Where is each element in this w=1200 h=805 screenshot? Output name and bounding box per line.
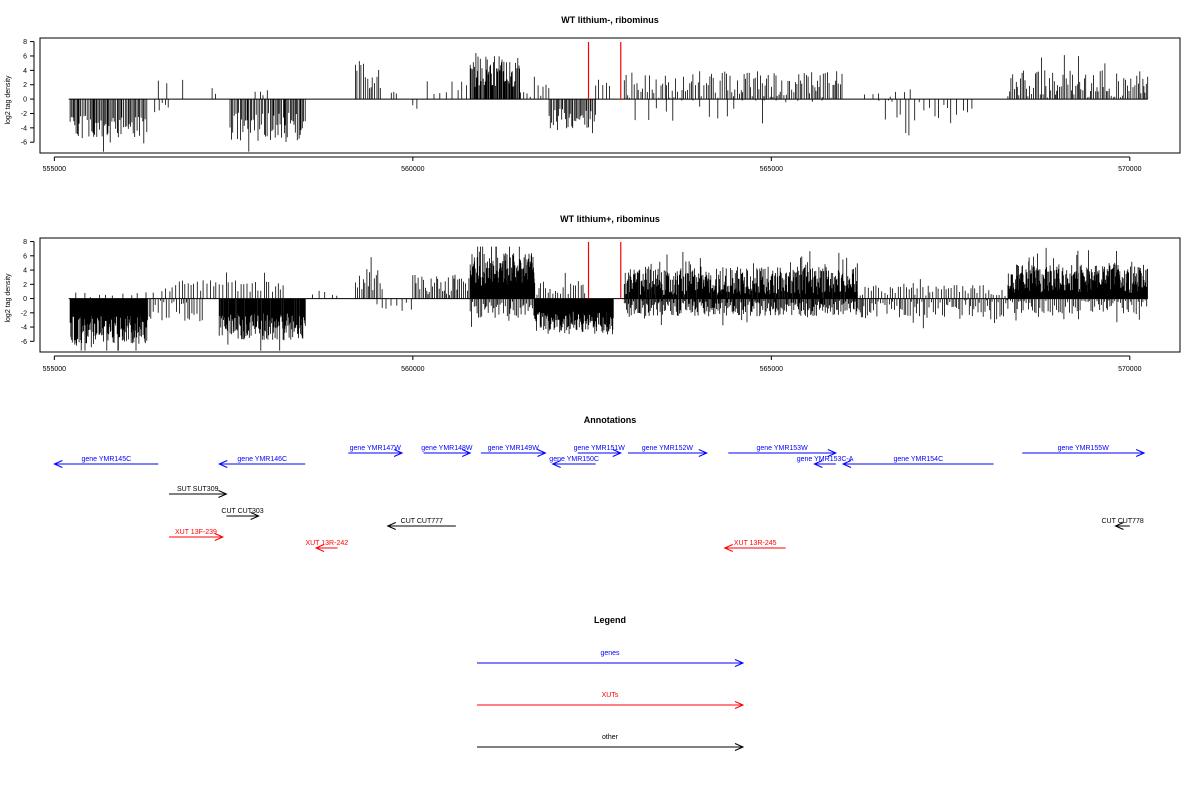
annotation-feature-gene: gene YMR147W [348,445,404,457]
red-markers-lithium-plus [587,242,622,299]
annotation-label: gene YMR155W [1058,445,1110,452]
y-axis-label-lithium-plus: log2 tag density [5,273,12,323]
y-tick-label: 4 [23,68,27,75]
x-tick-label: 565000 [760,166,783,173]
x-tick-label: 565000 [760,366,783,373]
annotation-label: gene YMR149W [488,445,540,452]
annotation-feature-other: SUT SUT309 [169,486,228,498]
y-tick-label: 2 [23,282,27,289]
annotation-label: gene YMR153W [756,445,808,452]
signal-bars-lithium-minus [68,53,1149,152]
annotation-label: CUT CUT777 [401,518,443,525]
annotation-feature-gene: gene YMR153C-A [797,456,854,468]
annotation-feature-xut: XUT 13R-242 [305,540,348,552]
annotation-label: gene YMR145C [81,456,131,463]
annotation-label: CUT CUT303 [221,508,263,515]
x-tick-label: 560000 [401,366,424,373]
annotation-label: gene YMR147W [350,445,402,452]
legend-item-other: other [477,734,745,751]
annotation-label: gene YMR154C [893,456,943,463]
annotation-label: XUT 13F-239 [175,529,217,536]
track-panel-lithium-plus: WT lithium+, ribominus log2 tag density … [5,214,1181,373]
annotation-feature-gene: gene YMR151W [574,445,626,457]
y-tick-label: 6 [23,253,27,260]
y-tick-label: -6 [21,140,27,147]
plot-frame-lithium-minus [39,37,1181,154]
annotation-feature-gene: gene YMR154C [841,456,994,468]
legend-item-gene: genes [477,650,745,667]
y-tick-label: 2 [23,82,27,89]
annotations-panel: Annotations gene YMR145C gene YMR146Cgene… [53,415,1146,552]
annotation-label: gene YMR146C [237,456,287,463]
annotation-feature-xut: XUT 13F-239 [169,529,225,541]
legend-label: genes [600,650,620,657]
y-tick-label: -2 [21,310,27,317]
annotation-feature-gene: gene YMR155W [1022,445,1146,457]
annotation-feature-gene: gene YMR153W [728,445,838,457]
y-tick-label: 6 [23,53,27,60]
legend-items: genes XUTs other [477,650,745,751]
legend-title: Legend [594,615,626,625]
annotation-feature-xut: XUT 13R-245 [723,540,786,552]
annotation-label: gene YMR151W [574,445,626,452]
annotation-label: gene YMR152W [642,445,694,452]
y-tick-label: -4 [21,125,27,132]
annotation-feature-gene: gene YMR148W [421,445,473,457]
plot-frame-lithium-plus [39,237,1181,353]
x-tick-label: 555000 [43,366,66,373]
legend-label: XUTs [602,692,619,699]
annotation-label: XUT 13R-242 [305,540,348,547]
track-panel-lithium-minus: WT lithium-, ribominus log2 tag density … [5,15,1181,173]
annotations-title: Annotations [584,415,637,425]
signal-bar-series [69,246,1148,351]
y-tick-label: 0 [23,97,27,104]
annotation-features: gene YMR145C gene YMR146C gene YMR147W gene… [53,445,1146,552]
annotation-feature-gene: gene YMR145C [53,456,159,468]
y-tick-label: 8 [23,39,27,46]
x-tick-label: 570000 [1118,166,1141,173]
y-tick-label: -6 [21,339,27,346]
y-tick-label: -4 [21,325,27,332]
x-tick-label: 560000 [401,166,424,173]
annotation-label: CUT CUT778 [1102,518,1144,525]
annotation-label: XUT 13R-245 [734,540,777,547]
annotation-feature-other: CUT CUT778 [1102,518,1144,530]
annotation-label: SUT SUT309 [177,486,219,493]
legend-label: other [602,734,619,741]
annotation-label: gene YMR153C-A [797,456,854,463]
annotation-feature-gene: gene YMR146C [217,456,306,468]
y-tick-label: 8 [23,239,27,246]
annotation-feature-other: CUT CUT777 [386,518,456,530]
annotation-feature-other: CUT CUT303 [221,508,264,520]
annotation-label: gene YMR148W [421,445,473,452]
red-markers-lithium-minus [587,42,622,100]
legend-item-xut: XUTs [477,692,745,709]
annotation-feature-gene: gene YMR149W [480,445,547,457]
legend-panel: Legend genes XUTs other [477,615,745,751]
y-tick-label: 0 [23,296,27,303]
y-axis-label-lithium-minus: log2 tag density [5,75,12,125]
x-tick-label: 555000 [43,166,66,173]
signal-bar-series [69,53,1149,152]
y-tick-label: -2 [21,111,27,118]
x-tick-label: 570000 [1118,366,1141,373]
annotation-feature-gene: gene YMR152W [627,445,709,457]
track-title-lithium-plus: WT lithium+, ribominus [560,214,660,224]
axes-lithium-plus: -6 -4 -2 0 2 4 6 8 555000 560000 565000 570000 [21,239,1142,373]
annotation-feature-gene: gene YMR150C [549,456,599,468]
y-tick-label: 4 [23,268,27,275]
axes-lithium-minus: -6 -4 -2 0 2 4 6 8 555000 560000 565000 570000 [21,39,1142,173]
track-title-lithium-minus: WT lithium-, ribominus [561,15,659,25]
annotation-label: gene YMR150C [549,456,599,463]
signal-bars-lithium-plus [68,246,1148,351]
